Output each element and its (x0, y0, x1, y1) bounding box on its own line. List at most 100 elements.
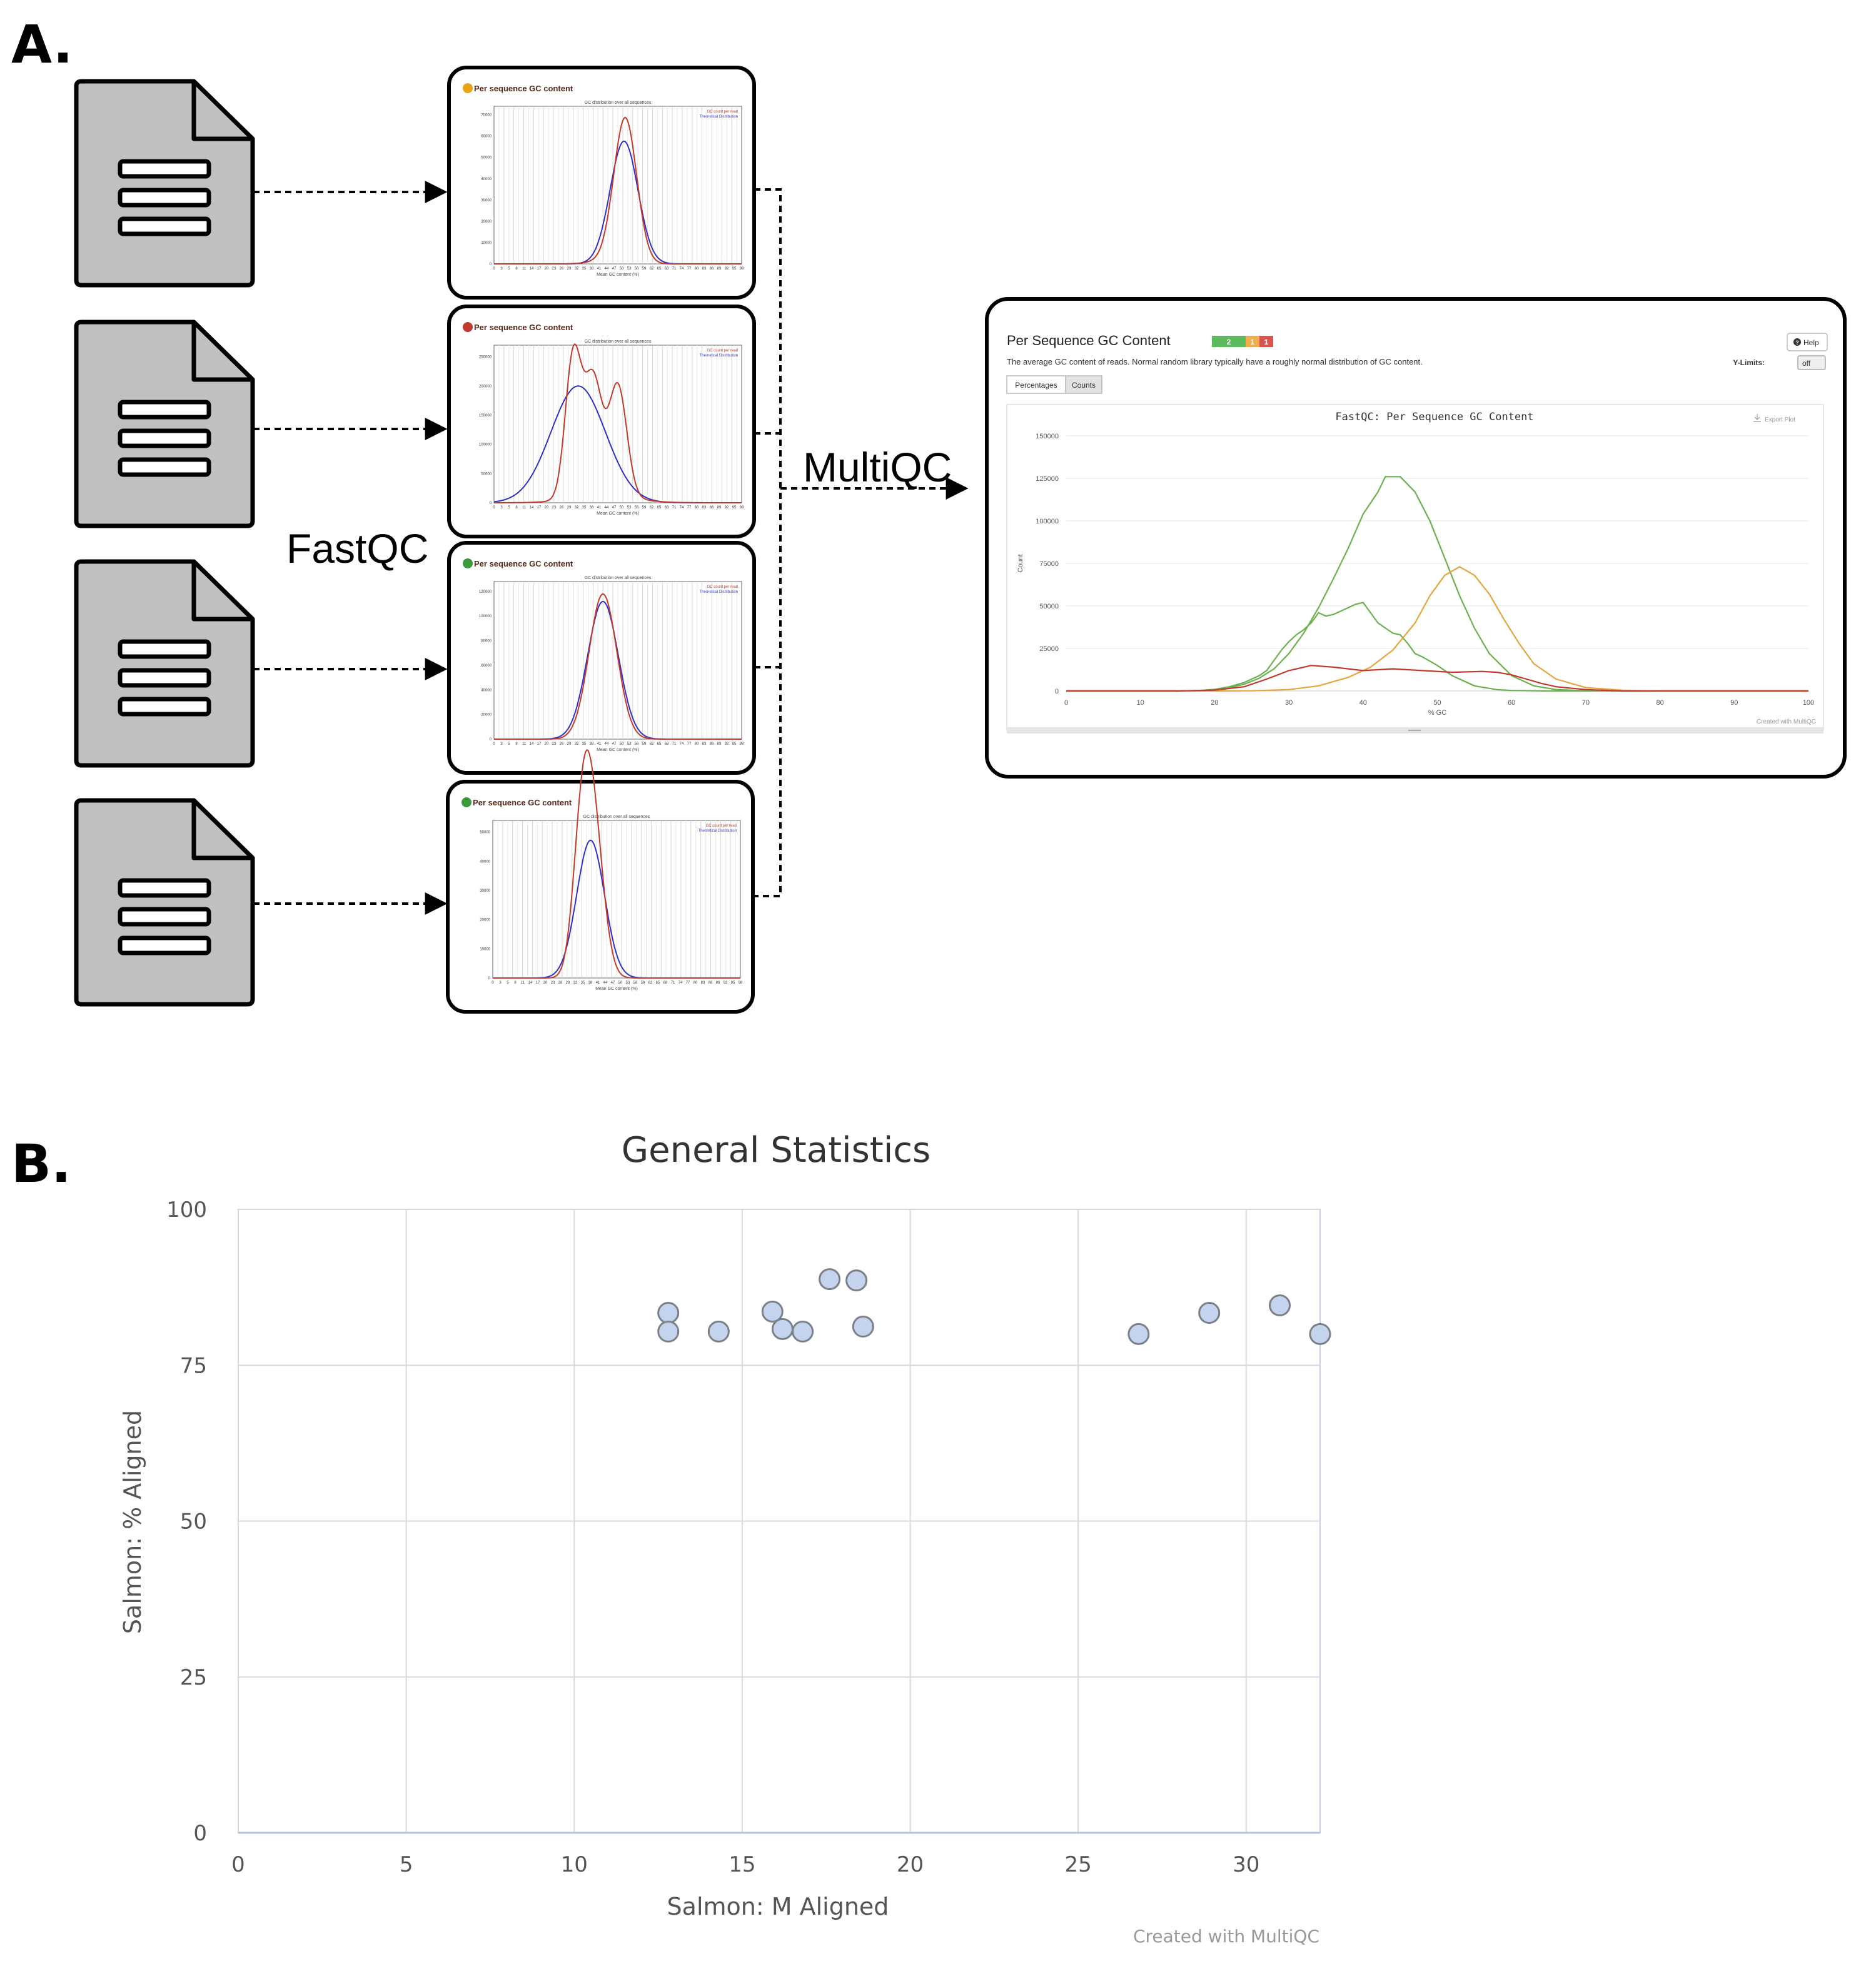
scatter-point[interactable] (657, 1320, 680, 1343)
fastqc-x-tick: 23 (552, 506, 557, 510)
scatter-point[interactable] (1127, 1323, 1150, 1345)
pass-status-icon (463, 558, 473, 568)
fastqc-x-axis-label: Mean GC content (%) (595, 987, 638, 991)
fastqc-y-tick: 100000 (479, 443, 492, 447)
panel-b: B. General Statistics 0 25 50 75 100 0 5 10 15 20… (11, 1130, 1331, 1947)
scatter-point[interactable] (1198, 1302, 1221, 1324)
fastqc-x-tick: 92 (725, 506, 729, 510)
fastqc-x-tick: 50 (620, 742, 624, 746)
fastqc-x-tick: 53 (627, 506, 632, 510)
fastqc-x-tick: 59 (641, 981, 645, 985)
fastqc-x-tick: 50 (620, 267, 624, 271)
document-text-line (118, 668, 211, 688)
fastqc-x-tick: 8 (514, 981, 517, 985)
fastqc-plot-subtitle: GC distribution over all sequences (585, 101, 652, 105)
fastqc-x-tick: 89 (717, 267, 722, 271)
scatter-point[interactable] (707, 1320, 730, 1343)
fastqc-x-tick: 80 (695, 267, 699, 271)
fastqc-x-tick: 0 (493, 267, 495, 271)
fastqc-report-pass: Per sequence GC content GC distribution o… (447, 541, 756, 775)
scatter-point[interactable] (792, 1320, 814, 1343)
scatter-x-axis-label: Salmon: M Aligned (667, 1893, 889, 1920)
plot-frame (1006, 404, 1824, 730)
download-icon (1753, 414, 1761, 422)
fastqc-x-tick: 0 (493, 506, 495, 510)
scatter-y-axis-label: Salmon: % Aligned (119, 1410, 146, 1634)
fastqc-x-tick: 65 (656, 981, 660, 985)
section-description: The average GC content of reads. Normal … (1007, 357, 1423, 366)
fastqc-x-tick: 17 (537, 267, 542, 271)
fastqc-x-tick: 47 (612, 506, 617, 510)
fastqc-x-tick: 11 (522, 506, 527, 510)
fastqc-x-tick: 71 (672, 506, 677, 510)
scatter-point[interactable] (845, 1269, 868, 1292)
fastqc-x-tick: 92 (725, 742, 729, 746)
fastqc-y-tick: 50000 (480, 831, 490, 835)
tab-counts[interactable]: Counts (1065, 375, 1102, 394)
gc-series-line (1066, 566, 1808, 692)
document-icon (74, 559, 255, 768)
fastqc-y-tick: 150000 (479, 414, 492, 418)
fastqc-x-tick: 62 (648, 981, 653, 985)
tab-percentages[interactable]: Percentages (1006, 375, 1066, 394)
scatter-point[interactable] (771, 1318, 794, 1340)
fastqc-x-tick: 5 (508, 742, 510, 746)
help-button[interactable]: ? Help (1787, 333, 1828, 351)
fastqc-x-tick: 53 (626, 981, 630, 985)
fastqc-x-tick: 35 (582, 742, 587, 746)
fastqc-legend-theoretical: Theoretical Distribution (700, 354, 738, 358)
gc-x-tick: 80 (1656, 699, 1663, 707)
fastqc-legend-observed: GC count per read (707, 585, 738, 589)
question-circle-icon (1793, 338, 1801, 346)
fastqc-x-tick: 29 (567, 506, 572, 510)
scatter-y-tick: 25 (180, 1665, 207, 1690)
gc-x-tick: 100 (1803, 699, 1814, 707)
scatter-point[interactable] (852, 1315, 874, 1338)
ylimits-toggle[interactable]: off (1797, 355, 1826, 370)
gc-y-tick: 150000 (1036, 433, 1059, 440)
ylimits-value: off (1802, 359, 1811, 368)
scatter-point[interactable] (657, 1302, 680, 1324)
fastqc-legend-observed: GC count per read (707, 110, 738, 114)
fastqc-x-tick: 86 (710, 267, 714, 271)
fastqc-x-tick: 65 (657, 267, 662, 271)
export-plot-button[interactable]: Export Plot (1753, 414, 1795, 423)
gc-y-tick: 25000 (1039, 645, 1059, 653)
fastqc-y-tick: 20000 (481, 220, 492, 224)
document-icon (74, 79, 255, 288)
fastqc-x-tick: 26 (560, 742, 564, 746)
document-text-line (118, 878, 211, 898)
fastqc-y-tick: 120000 (479, 590, 492, 594)
fastqc-x-tick: 83 (701, 981, 705, 985)
fastqc-x-tick: 38 (588, 981, 593, 985)
fastqc-x-tick: 14 (528, 981, 533, 985)
merge-bracket (754, 188, 969, 897)
tab-counts-label: Counts (1072, 381, 1096, 390)
fastqc-x-tick: 5 (508, 506, 510, 510)
fastqc-label: FastQC (286, 525, 428, 572)
document-text-line (118, 400, 211, 420)
gc-y-tick: 100000 (1036, 518, 1059, 525)
file-to-report-arrows (253, 181, 448, 915)
scatter-point[interactable] (1269, 1294, 1291, 1317)
fastqc-x-tick: 14 (530, 506, 534, 510)
gc-x-tick: 20 (1211, 699, 1218, 707)
fastqc-y-tick: 80000 (481, 640, 492, 643)
scatter-x-tick: 30 (1233, 1852, 1259, 1877)
fastqc-reports: Per sequence GC content GC distribution o… (446, 66, 756, 1014)
fastqc-y-tick: 10000 (481, 241, 492, 245)
fastqc-x-tick: 3 (500, 742, 503, 746)
fastqc-x-tick: 95 (732, 267, 737, 271)
fastqc-x-tick: 77 (687, 267, 692, 271)
fastqc-x-tick: 47 (612, 742, 617, 746)
fastqc-x-tick: 44 (603, 981, 608, 985)
fastqc-x-tick: 29 (567, 742, 572, 746)
fastqc-y-tick: 0 (488, 977, 491, 980)
fastqc-x-tick: 98 (740, 506, 744, 510)
fastqc-report-warn: Per sequence GC content GC distribution o… (447, 66, 756, 300)
scatter-point[interactable] (1309, 1323, 1331, 1345)
fastqc-x-tick: 80 (695, 742, 699, 746)
fastqc-x-tick: 56 (635, 742, 639, 746)
scatter-point[interactable] (819, 1268, 841, 1291)
scatter-point[interactable] (761, 1301, 784, 1323)
